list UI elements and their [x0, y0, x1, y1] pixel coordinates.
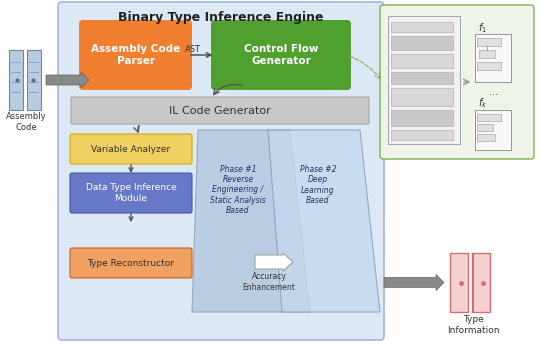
Text: Control Flow
Generator: Control Flow Generator — [244, 44, 318, 66]
Text: Binary Type Inference Engine: Binary Type Inference Engine — [118, 11, 324, 25]
Bar — [450, 253, 468, 312]
FancyArrow shape — [46, 72, 89, 88]
Bar — [475, 110, 511, 150]
FancyBboxPatch shape — [70, 134, 192, 164]
FancyArrow shape — [255, 253, 293, 271]
Bar — [391, 110, 453, 126]
FancyBboxPatch shape — [79, 20, 192, 90]
Text: IL Code Generator: IL Code Generator — [169, 106, 271, 116]
Bar — [477, 124, 493, 131]
Bar — [391, 72, 453, 84]
FancyBboxPatch shape — [58, 2, 384, 340]
Text: Assembly Code
Parser: Assembly Code Parser — [91, 44, 180, 66]
Text: Type Reconstructor: Type Reconstructor — [87, 258, 174, 267]
Bar — [388, 16, 460, 144]
Bar — [477, 62, 501, 70]
Bar — [391, 88, 453, 106]
FancyArrow shape — [384, 274, 444, 291]
Polygon shape — [192, 130, 310, 312]
Bar — [391, 130, 453, 140]
Text: $f_1$: $f_1$ — [478, 21, 488, 35]
FancyBboxPatch shape — [70, 173, 192, 213]
FancyBboxPatch shape — [71, 97, 369, 124]
Text: Assembly
Code: Assembly Code — [6, 112, 46, 132]
Bar — [472, 253, 490, 312]
Text: Variable Analyzer: Variable Analyzer — [91, 145, 171, 154]
Bar — [9, 50, 23, 110]
Bar — [27, 50, 41, 110]
Text: Phase #2
Deep
Learning
Based: Phase #2 Deep Learning Based — [300, 165, 336, 205]
Text: Type
Information: Type Information — [447, 315, 500, 335]
Polygon shape — [268, 130, 380, 312]
Text: Accuracy
Enhancement: Accuracy Enhancement — [242, 272, 295, 292]
Text: ...: ... — [489, 87, 498, 97]
Bar — [391, 36, 453, 50]
FancyBboxPatch shape — [211, 20, 351, 90]
FancyBboxPatch shape — [70, 248, 192, 278]
Text: Phase #1
Reverse
Engineering /
Static Analysis
Based: Phase #1 Reverse Engineering / Static An… — [210, 165, 266, 215]
Bar — [391, 22, 453, 32]
Text: AST: AST — [185, 46, 201, 55]
Bar — [477, 134, 495, 141]
Bar — [477, 114, 501, 121]
FancyBboxPatch shape — [380, 5, 534, 159]
Bar — [475, 34, 511, 82]
Text: $f_k$: $f_k$ — [478, 96, 488, 110]
Bar — [479, 50, 495, 58]
Bar — [391, 54, 453, 68]
Text: Data Type Inference
Module: Data Type Inference Module — [86, 183, 177, 203]
Bar — [477, 38, 501, 46]
